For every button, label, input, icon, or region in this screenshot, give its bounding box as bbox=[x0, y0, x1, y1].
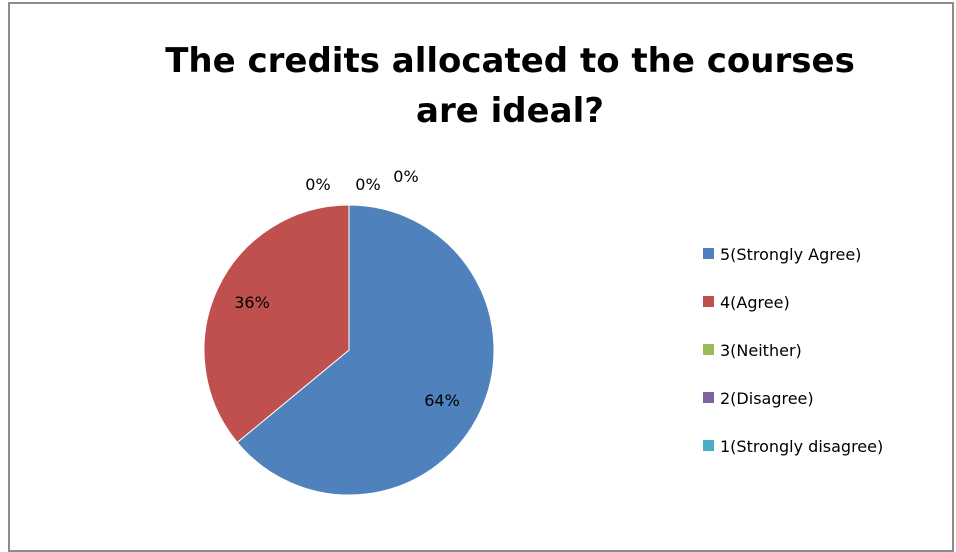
chart-title-line-1: The credits allocated to the courses bbox=[165, 41, 855, 81]
legend-label-1: 5(Strongly Agree) bbox=[720, 245, 861, 264]
slice-label-2: 36% bbox=[234, 293, 270, 312]
legend-swatch-4 bbox=[703, 392, 714, 403]
pie-slices bbox=[203, 204, 495, 496]
legend-swatch-5 bbox=[703, 440, 714, 451]
legend: 5(Strongly Agree) 4(Agree) 3(Neither) 2(Dis… bbox=[703, 245, 883, 456]
slice-label-5: 0% bbox=[305, 175, 330, 194]
legend-swatch-3 bbox=[703, 344, 714, 355]
legend-label-5: 1(Strongly disagree) bbox=[720, 437, 883, 456]
chart-title-line-2: are ideal? bbox=[416, 91, 604, 131]
slice-label-1: 64% bbox=[424, 391, 460, 410]
pie-slice-2 bbox=[203, 204, 350, 444]
legend-label-3: 3(Neither) bbox=[720, 341, 802, 360]
slice-label-4: 0% bbox=[355, 175, 380, 194]
legend-label-2: 4(Agree) bbox=[720, 293, 790, 312]
chart-frame bbox=[8, 2, 954, 552]
pie-slice-labels: 64% 36% 0% 0% 0% bbox=[234, 167, 460, 410]
legend-label-4: 2(Disagree) bbox=[720, 389, 814, 408]
pie-slice-1 bbox=[236, 204, 495, 496]
legend-swatch-1 bbox=[703, 248, 714, 259]
chart-title: The credits allocated to the courses are… bbox=[60, 36, 956, 136]
slice-label-3: 0% bbox=[393, 167, 418, 186]
legend-swatch-2 bbox=[703, 296, 714, 307]
